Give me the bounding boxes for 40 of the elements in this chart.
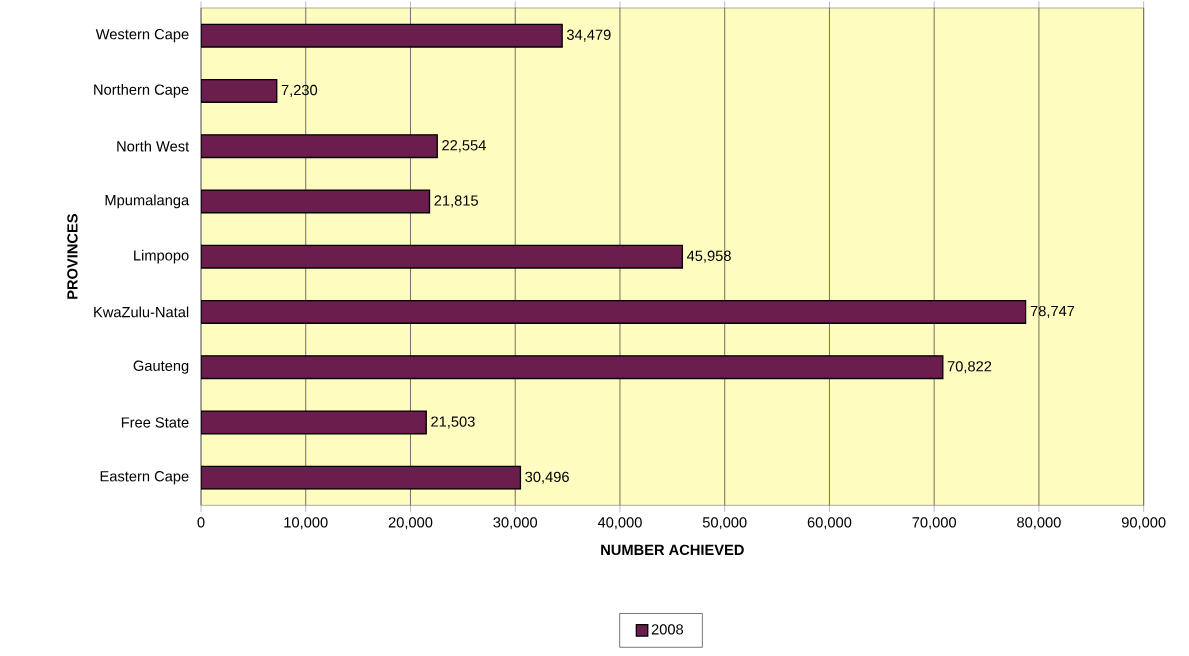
bar	[201, 465, 522, 490]
bar	[201, 134, 438, 159]
data-label: 45,958	[686, 250, 731, 263]
data-label: 22,554	[442, 140, 486, 153]
x-tick-label: 30,000	[493, 517, 538, 530]
bar	[201, 244, 684, 269]
y-tick-label: Free State	[121, 417, 189, 428]
y-axis-title: PROVINCES	[67, 214, 78, 299]
y-tick-label: Limpopo	[134, 249, 189, 264]
y-tick-label: Western Cape	[95, 29, 189, 43]
y-tick-label: Gauteng	[133, 360, 189, 374]
x-axis-title: NUMBER ACHIEVED	[601, 544, 744, 556]
y-tick-label: Northern Cape	[94, 84, 189, 98]
bar	[201, 78, 278, 103]
data-label: 21,503	[431, 416, 475, 429]
x-tick-label: 40,000	[597, 517, 642, 530]
bar	[201, 189, 431, 214]
x-tick-label: 90,000	[1121, 517, 1166, 530]
x-tick-label: 70,000	[912, 517, 957, 530]
x-tick-label: 20,000	[388, 517, 433, 530]
data-label: 34,479	[566, 29, 611, 42]
data-label: 21,815	[434, 195, 478, 208]
bar	[201, 410, 427, 435]
y-tick-label: KwaZulu-Natal	[94, 306, 189, 318]
y-tick-label: Mpumalanga	[105, 194, 190, 209]
bar	[201, 299, 1027, 324]
legend-label: 2008	[651, 624, 684, 635]
bar	[201, 23, 563, 48]
bar	[201, 355, 944, 380]
data-label: 70,822	[947, 361, 992, 374]
x-tick-label: 10,000	[284, 517, 328, 530]
data-label: 30,496	[525, 471, 569, 484]
y-tick-label: Eastern Cape	[100, 471, 189, 485]
data-label: 7,230	[281, 84, 318, 97]
data-label: 78,747	[1030, 305, 1075, 318]
x-tick-label: 0	[197, 517, 205, 528]
x-tick-label: 80,000	[1017, 517, 1061, 530]
x-tick-label: 60,000	[807, 517, 852, 530]
x-tick-label: 50,000	[702, 517, 747, 530]
y-tick-label: North West	[117, 140, 190, 152]
